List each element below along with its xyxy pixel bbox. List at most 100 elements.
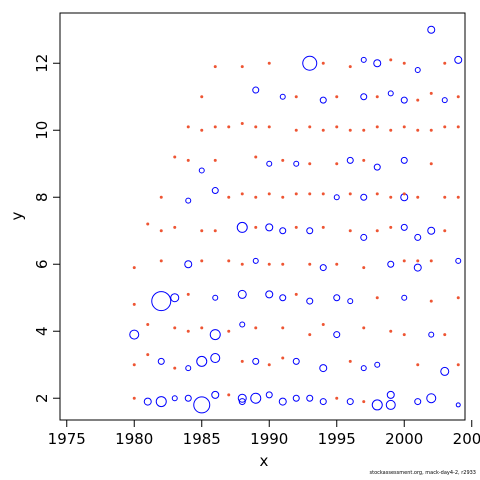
data-point: [456, 363, 460, 367]
data-point: [252, 257, 259, 264]
data-point: [375, 95, 379, 99]
data-point: [362, 128, 366, 132]
data-point: [193, 396, 211, 414]
data-point: [414, 398, 422, 406]
data-point: [321, 192, 325, 196]
y-tick-label: 2: [33, 393, 51, 403]
data-point: [371, 399, 383, 411]
data-point: [348, 128, 352, 132]
data-point: [413, 263, 422, 272]
data-point: [360, 233, 368, 241]
data-point: [373, 163, 381, 171]
data-point: [213, 65, 217, 69]
y-tick-label: 4: [33, 326, 51, 336]
data-point: [227, 393, 231, 397]
data-point: [428, 331, 435, 338]
data-point: [236, 221, 248, 233]
data-point: [252, 357, 260, 365]
data-point: [441, 97, 448, 104]
data-point: [159, 259, 163, 263]
data-point: [267, 192, 271, 196]
data-point: [173, 366, 177, 370]
data-point: [240, 192, 244, 196]
data-point: [254, 155, 258, 159]
data-point: [254, 225, 258, 229]
data-point: [455, 402, 461, 408]
data-point: [173, 155, 177, 159]
data-point: [427, 226, 436, 235]
data-point: [294, 95, 298, 99]
data-point: [237, 289, 247, 299]
data-point: [319, 264, 327, 272]
footer-credit: stockassessment.org, mack-day4-2, r2933: [369, 470, 477, 476]
data-point: [402, 192, 406, 196]
y-tick-label: 6: [33, 259, 51, 269]
data-point: [185, 197, 192, 204]
data-point: [362, 158, 366, 162]
data-point: [389, 195, 393, 199]
data-point: [200, 95, 204, 99]
data-point: [186, 329, 190, 333]
data-point: [227, 259, 231, 263]
data-point: [456, 95, 460, 99]
data-point: [198, 167, 205, 174]
data-point: [213, 125, 217, 129]
data-point: [308, 262, 312, 266]
data-point: [281, 326, 285, 330]
data-point: [456, 195, 460, 199]
data-point: [443, 125, 447, 129]
data-point: [143, 397, 152, 406]
data-point: [360, 193, 368, 201]
data-point: [348, 192, 352, 196]
data-point: [146, 353, 150, 357]
data-point: [265, 223, 274, 232]
data-points: [129, 25, 463, 414]
data-point: [373, 59, 382, 68]
data-point: [416, 98, 420, 102]
data-point: [360, 365, 367, 372]
data-point: [400, 223, 408, 231]
data-point: [400, 96, 408, 104]
data-point: [252, 86, 260, 94]
data-point: [281, 158, 285, 162]
data-point: [306, 297, 314, 305]
data-point: [308, 192, 312, 196]
data-point: [321, 61, 325, 65]
data-point: [402, 259, 406, 263]
data-point: [159, 229, 163, 233]
data-point: [239, 321, 246, 328]
data-point: [155, 396, 167, 408]
data-point: [389, 225, 393, 229]
data-point: [294, 225, 298, 229]
data-point: [200, 128, 204, 132]
x-tick-label: 2005: [453, 430, 480, 448]
data-point: [292, 357, 300, 365]
data-point: [132, 396, 136, 400]
y-axis: 2 4 6 8 10 12: [33, 54, 60, 403]
data-point: [362, 326, 366, 330]
data-point: [429, 299, 433, 303]
y-tick-label: 12: [33, 54, 51, 73]
data-point: [173, 225, 177, 229]
data-point: [210, 353, 221, 364]
x-tick-label: 2000: [385, 430, 423, 448]
data-point: [386, 390, 395, 399]
data-point: [375, 296, 379, 300]
y-tick-label: 8: [33, 192, 51, 202]
y-axis-title: y: [8, 211, 26, 220]
data-point: [346, 398, 354, 406]
data-point: [440, 366, 450, 376]
data-point: [346, 156, 354, 164]
data-point: [186, 158, 190, 162]
data-point: [348, 229, 352, 233]
data-point: [240, 122, 244, 126]
data-point: [416, 259, 420, 263]
data-point: [211, 390, 220, 399]
x-tick-label: 1985: [183, 430, 221, 448]
data-point: [308, 333, 312, 337]
data-point: [240, 262, 244, 266]
data-point: [389, 58, 393, 62]
x-axis: 1975 1980 1985 1990 1995 2000 2005: [48, 420, 480, 448]
data-point: [132, 266, 136, 270]
